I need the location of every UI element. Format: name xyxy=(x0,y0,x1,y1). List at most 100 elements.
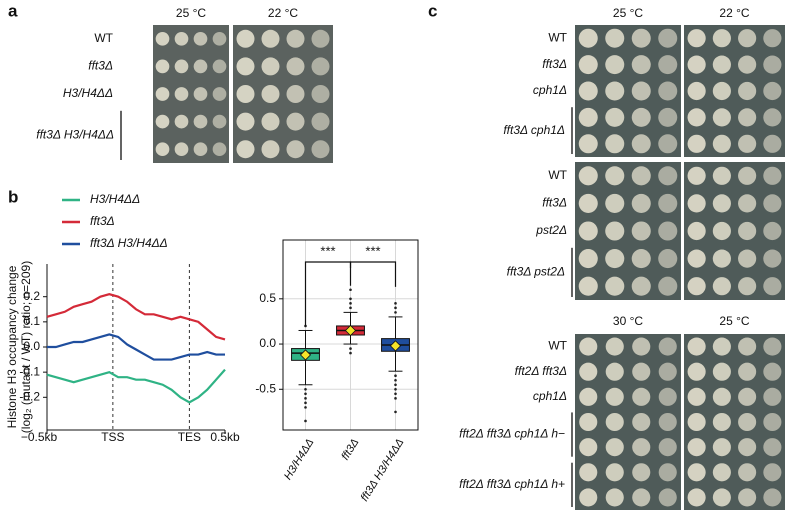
colony-spot xyxy=(738,412,757,432)
strain-label: fft3Δ H3/H4ΔΔ xyxy=(36,128,114,142)
colony-spot xyxy=(712,221,731,241)
colony-spot xyxy=(763,221,782,241)
colony-spot xyxy=(658,488,677,507)
y-axis-label: Histone H3 occupancy change xyxy=(5,265,19,428)
legend-label: fft3Δ H3/H4ΔΔ xyxy=(90,236,168,250)
colony-spot xyxy=(261,29,280,48)
colony-spot xyxy=(578,276,598,296)
colony-spot xyxy=(763,387,782,406)
temperature-header: 30 °C xyxy=(613,314,643,328)
x-tick-label: fft3Δ xyxy=(339,437,361,463)
colony-spot xyxy=(763,362,782,381)
colony-spot xyxy=(763,463,782,482)
colony-spot xyxy=(631,166,651,186)
colony-spot xyxy=(579,438,598,457)
colony-spot xyxy=(578,55,598,75)
colony-spot xyxy=(738,134,757,153)
colony-spot xyxy=(579,387,598,406)
colony-spot xyxy=(738,249,757,268)
colony-spot xyxy=(738,438,757,457)
outlier xyxy=(349,288,352,292)
outlier xyxy=(394,397,397,400)
colony-spot xyxy=(687,221,706,241)
y-tick-label: -0.2 xyxy=(19,389,40,403)
colony-spot xyxy=(632,438,651,457)
colony-spot xyxy=(738,387,757,406)
colony-spot xyxy=(712,166,731,185)
y-tick-label: 0.1 xyxy=(23,314,40,328)
outlier xyxy=(394,410,397,414)
colony-spot xyxy=(738,166,757,185)
colony-spot xyxy=(605,249,625,269)
x-tick-label: TSS xyxy=(101,430,124,444)
outlier xyxy=(349,351,352,355)
colony-spot xyxy=(631,28,651,48)
colony-spot xyxy=(687,134,706,153)
colony-spot xyxy=(174,87,189,101)
strain-label: fft3Δ xyxy=(88,59,113,73)
colony-spot xyxy=(658,387,677,406)
colony-spot xyxy=(605,134,625,154)
x-tick-label: H3/H4ΔΔ xyxy=(282,437,317,482)
colony-spot xyxy=(712,337,731,356)
colony-spot xyxy=(579,337,598,356)
outlier xyxy=(394,302,397,305)
colony-spot xyxy=(212,114,227,129)
colony-spot xyxy=(605,387,624,406)
outlier xyxy=(349,297,352,301)
colony-spot xyxy=(193,59,208,74)
colony-spot xyxy=(763,438,782,457)
mean-marker xyxy=(389,340,402,352)
colony-spot xyxy=(763,337,782,356)
colony-spot xyxy=(763,108,782,127)
colony-spot xyxy=(261,85,280,103)
colony-spot xyxy=(712,249,731,268)
colony-spot xyxy=(658,55,678,75)
outlier xyxy=(304,397,307,400)
colony-spot xyxy=(687,55,706,74)
colony-spot xyxy=(286,140,305,159)
colony-spot xyxy=(712,387,731,406)
colony-spot xyxy=(763,55,782,74)
strain-label: WT xyxy=(548,168,567,182)
outlier xyxy=(304,401,307,405)
legend-label: fft3Δ xyxy=(90,214,115,228)
colony-spot xyxy=(605,166,625,186)
colony-spot xyxy=(212,59,227,74)
colony-spot xyxy=(579,463,598,482)
colony-spot xyxy=(738,29,757,48)
colony-spot xyxy=(193,114,208,129)
y-tick-label: -0.5 xyxy=(255,381,276,395)
colony-spot xyxy=(712,194,731,213)
outlier xyxy=(394,311,397,314)
colony-spot xyxy=(687,194,706,213)
colony-spot xyxy=(738,362,757,381)
colony-spot xyxy=(658,221,678,241)
strain-label: WT xyxy=(94,31,113,45)
temperature-header: 25 °C xyxy=(176,6,206,20)
colony-spot xyxy=(155,142,170,157)
colony-spot xyxy=(579,488,598,507)
colony-spot xyxy=(738,55,757,74)
colony-spot xyxy=(578,249,598,269)
colony-spot xyxy=(658,249,678,269)
y-tick-label: 0.0 xyxy=(23,339,40,353)
colony-spot xyxy=(261,112,280,131)
outlier xyxy=(394,374,397,378)
colony-spot xyxy=(605,488,624,507)
colony-spot xyxy=(605,81,625,101)
y-tick-label: 0.0 xyxy=(259,336,276,350)
colony-spot xyxy=(174,114,189,129)
y-tick-label: 0.2 xyxy=(23,289,40,303)
strain-label: fft2Δ fft3Δ xyxy=(515,364,567,378)
significance-label: *** xyxy=(320,243,335,258)
colony-spot xyxy=(712,108,731,127)
colony-spot xyxy=(687,337,706,356)
temperature-header: 22 °C xyxy=(268,6,298,20)
strain-label: fft3Δ pst2Δ xyxy=(507,265,565,279)
colony-spot xyxy=(763,277,782,296)
colony-spot xyxy=(605,362,624,381)
outlier xyxy=(394,378,397,382)
temperature-header: 25 °C xyxy=(719,314,749,328)
colony-spot xyxy=(605,438,624,457)
